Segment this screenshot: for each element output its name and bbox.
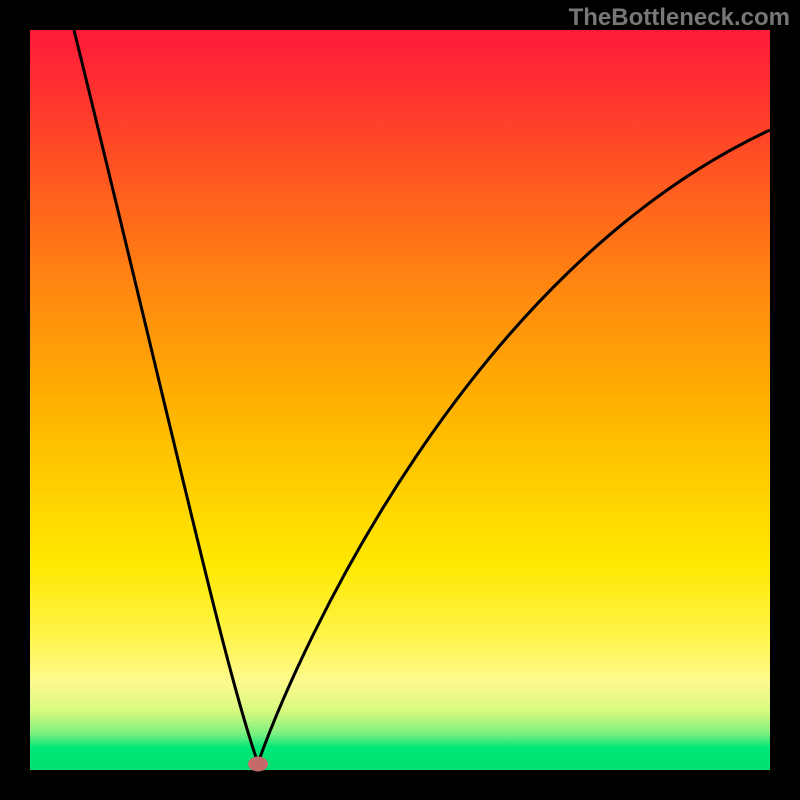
watermark-text: TheBottleneck.com xyxy=(569,4,790,32)
bottleneck-curve xyxy=(30,30,770,770)
plot-area xyxy=(30,30,770,770)
curve-path xyxy=(74,30,770,763)
chart-container: TheBottleneck.com xyxy=(0,0,800,800)
optimum-marker xyxy=(248,757,268,772)
